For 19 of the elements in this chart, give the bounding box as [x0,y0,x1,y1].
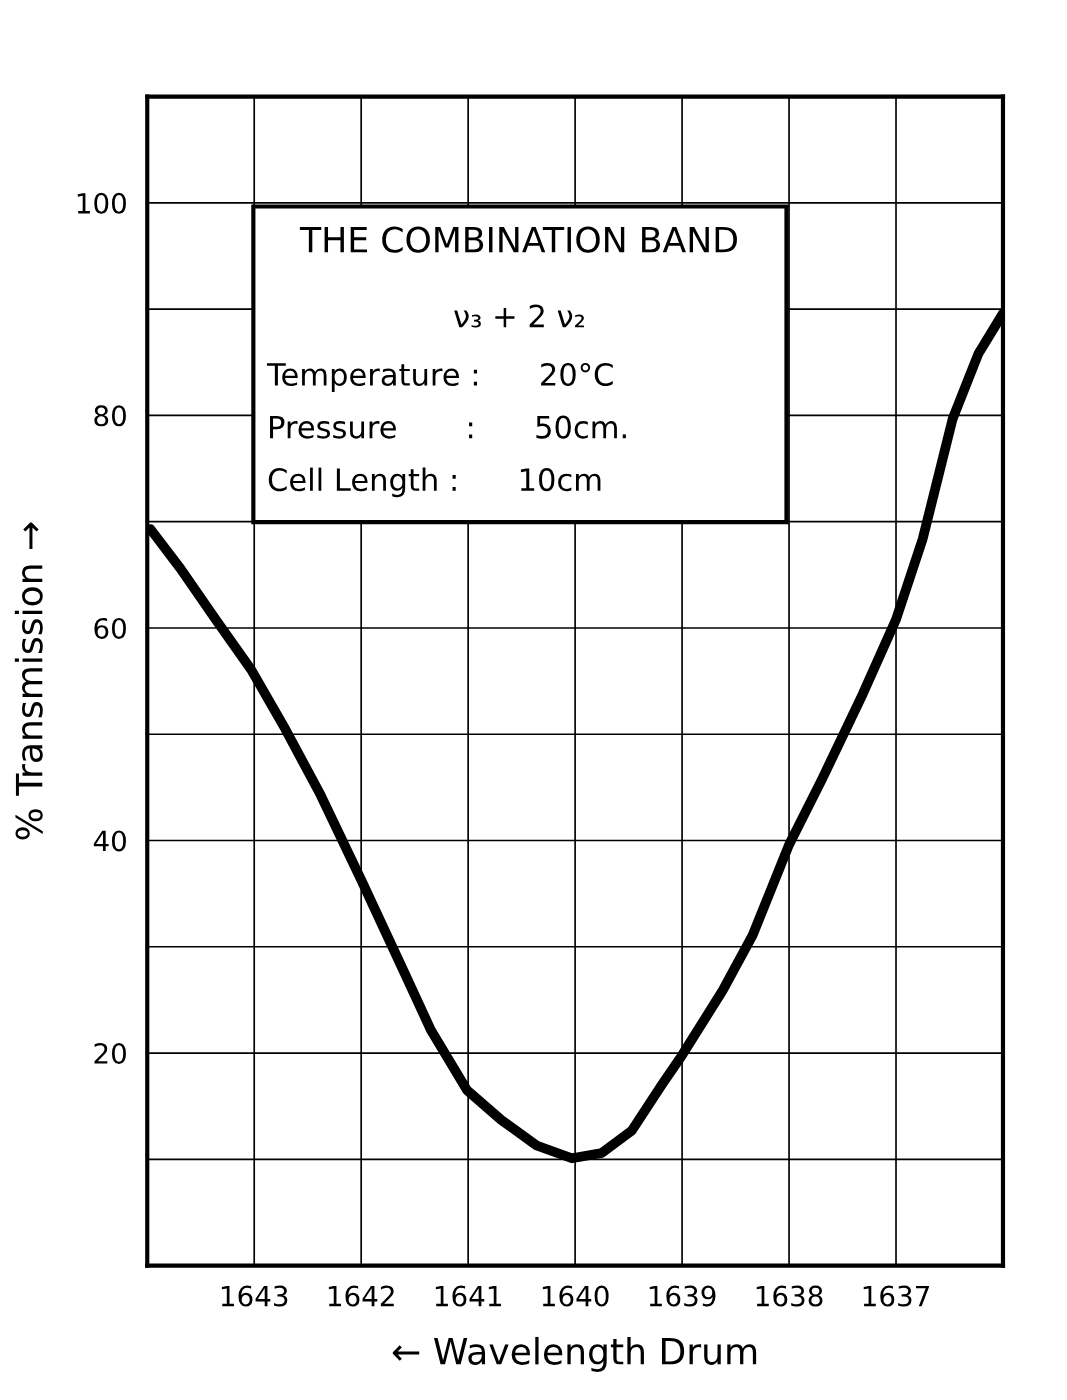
x-tick-label: 1641 [435,1285,501,1307]
text: THE COMBINATION BAND [299,226,737,253]
x-tick-label: 1639 [649,1285,716,1307]
y-axis-title: % Transmission → [14,522,43,840]
annotation: Cell Length : 10cm [268,467,601,498]
y-tick-label: 60 [94,617,126,639]
y-tick-label: 20 [94,1042,126,1064]
x-tick-label: 1638 [756,1285,823,1307]
annotation: Pressure : 50cm. [270,415,626,439]
x-tick-label: 1637 [863,1285,929,1307]
y-tick-label: 80 [94,405,126,427]
x-tick-label: 1642 [328,1285,394,1307]
x-axis-title: ← Wavelength Drum [392,1336,757,1372]
x-tick-label: 1640 [542,1285,609,1307]
annotation: ν₃ + 2 ν₂ [454,304,584,328]
y-tick-label: 100 [77,192,126,214]
y-tick-label: 40 [93,830,126,852]
annotation: Temperature : 20°C [266,362,613,392]
x-tick-label: 1643 [221,1285,288,1307]
